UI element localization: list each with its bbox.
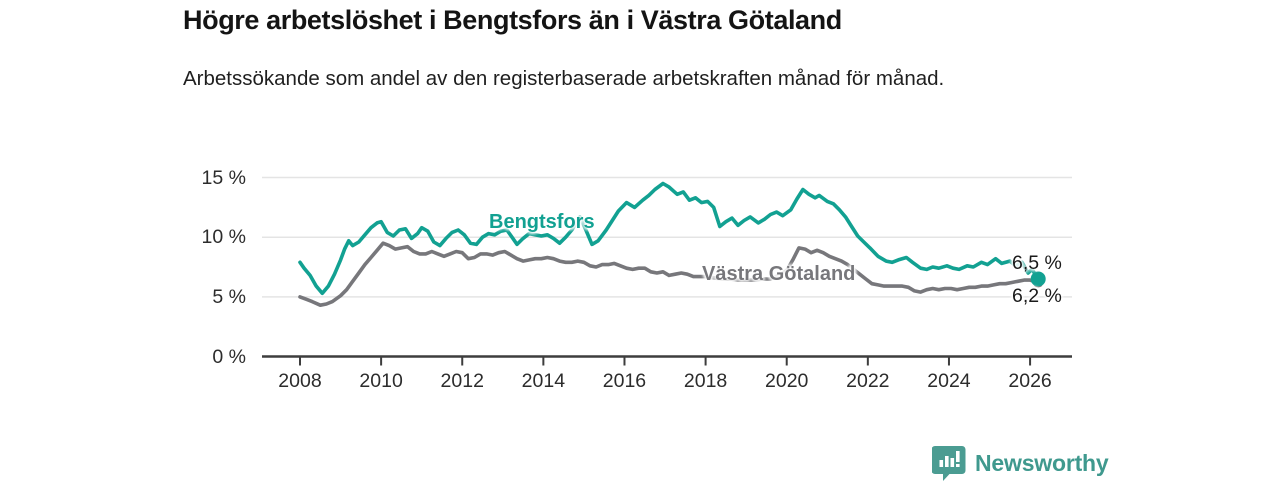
bengtsfors-end-dot — [1030, 271, 1046, 287]
x-axis-tick-label: 2018 — [683, 370, 728, 392]
x-axis-tick-label: 2014 — [521, 370, 566, 392]
y-axis-tick-label: 10 % — [201, 226, 246, 249]
x-axis-tick-label: 2024 — [927, 370, 971, 392]
x-axis-tick-label: 2022 — [846, 370, 890, 392]
x-axis-tick-label: 2010 — [359, 370, 403, 392]
page-subtitle: Arbetssökande som andel av den registerb… — [183, 67, 945, 90]
value-label-vastra-gotaland: 6,2 % — [1012, 285, 1062, 307]
bar-chart-glyph — [939, 451, 960, 467]
newsworthy-logo: Newsworthy — [932, 445, 1109, 481]
value-label-bengtsfors: 6,5 % — [1012, 252, 1062, 274]
newsworthy-logo-icon — [932, 446, 966, 481]
x-axis-tick-label: 2012 — [440, 370, 484, 392]
y-axis-tick-label: 15 % — [201, 166, 246, 189]
bengtsfors-line — [298, 181, 1040, 296]
speech-bubble-shape — [932, 446, 966, 481]
y-axis-tick-label: 5 % — [212, 285, 246, 308]
newsworthy-logo-text: Newsworthy — [975, 449, 1109, 476]
x-axis-tick-label: 2020 — [765, 370, 809, 392]
x-axis-tick-label: 2008 — [278, 370, 322, 392]
series-label-vastra-gotaland: Västra Götaland — [702, 263, 856, 285]
x-axis-tick-label: 2016 — [602, 370, 647, 392]
x-axis-tick-label: 2026 — [1008, 370, 1052, 392]
vastra-gotaland-line — [298, 241, 1040, 308]
series-label-bengtsfors: Bengtsfors — [489, 211, 595, 233]
y-axis-tick-label: 0 % — [212, 345, 246, 368]
page-title: Högre arbetslöshet i Bengtsfors än i Väs… — [183, 5, 842, 35]
